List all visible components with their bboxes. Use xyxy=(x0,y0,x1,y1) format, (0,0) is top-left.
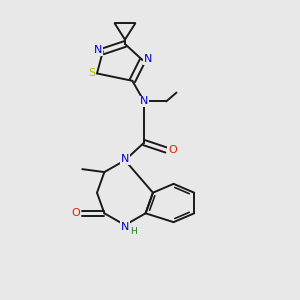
Text: N: N xyxy=(144,54,152,64)
Text: H: H xyxy=(130,227,137,236)
Text: N: N xyxy=(121,154,129,164)
Text: N: N xyxy=(121,222,129,232)
Text: O: O xyxy=(71,208,80,218)
Text: O: O xyxy=(168,145,177,155)
Text: N: N xyxy=(140,96,148,106)
Text: N: N xyxy=(93,45,102,55)
Text: S: S xyxy=(88,68,95,78)
